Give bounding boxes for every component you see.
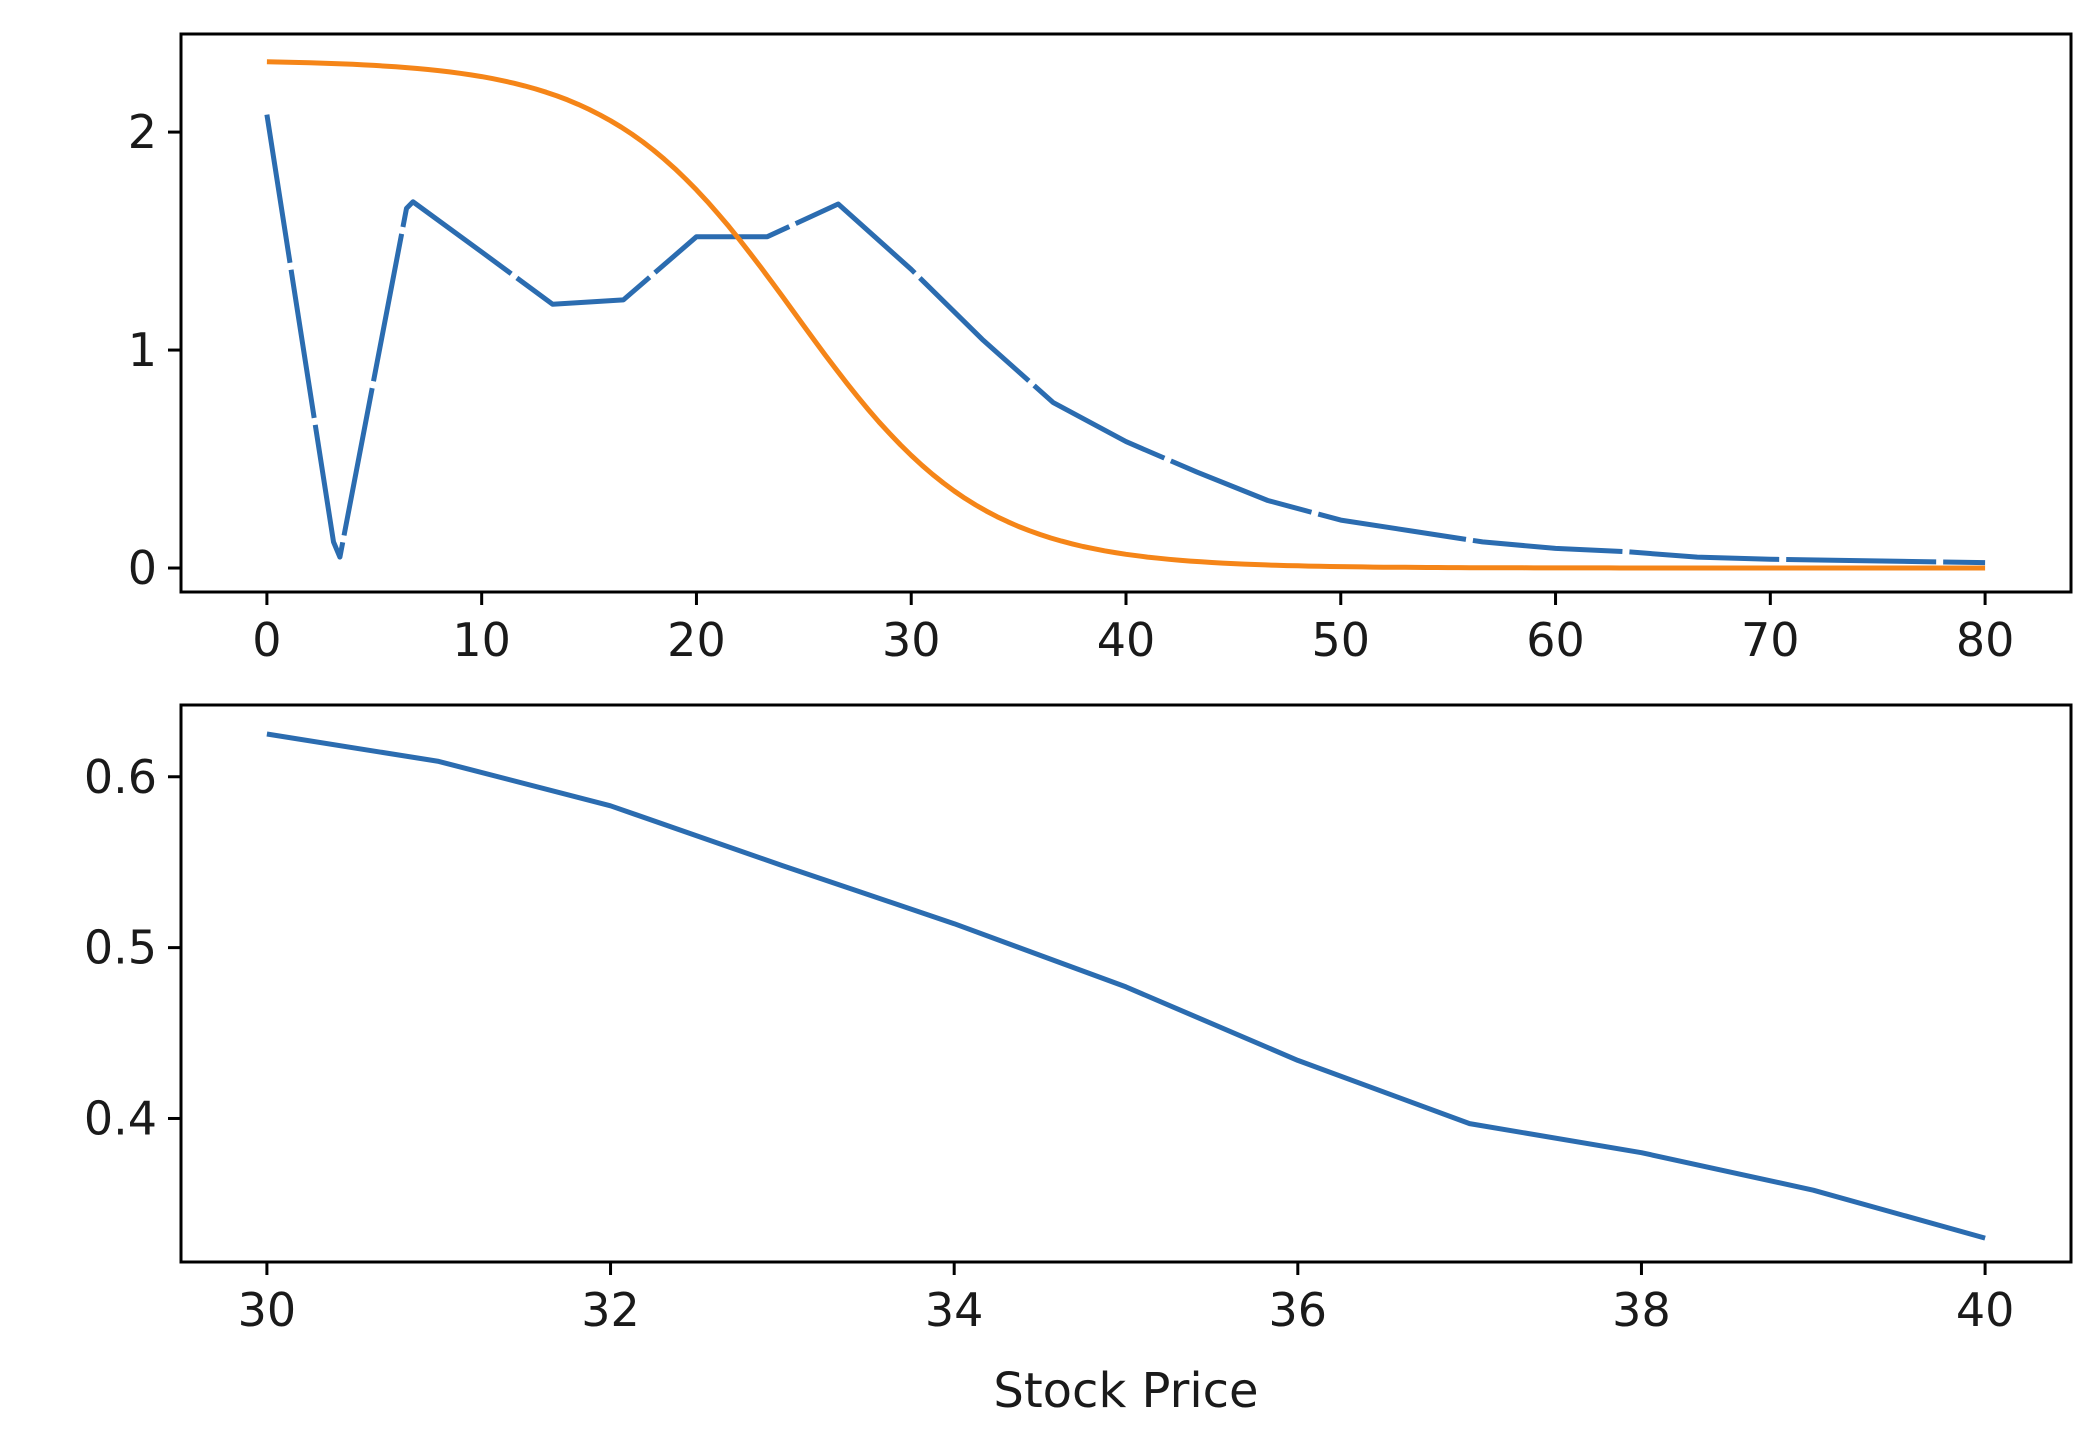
x-tick-label: 38 (1612, 1283, 1671, 1337)
y-tick-label: 0 (128, 541, 157, 595)
x-tick-label: 70 (1741, 613, 1800, 667)
y-tick-label: 2 (128, 105, 157, 159)
x-tick-label: 40 (1097, 613, 1156, 667)
x-tick-label: 0 (252, 613, 281, 667)
x-tick-label: 40 (1956, 1283, 2015, 1337)
x-tick-label: 32 (581, 1283, 640, 1337)
y-tick-label: 1 (128, 323, 157, 377)
x-tick-label: 20 (667, 613, 726, 667)
y-tick-label: 0.5 (84, 921, 157, 975)
x-tick-label: 30 (238, 1283, 297, 1337)
y-tick-label: 0.4 (84, 1091, 157, 1145)
x-tick-label: 80 (1956, 613, 2015, 667)
x-tick-label: 50 (1311, 613, 1370, 667)
x-axis-label: Stock Price (993, 1363, 1258, 1419)
x-tick-label: 34 (925, 1283, 984, 1337)
x-tick-label: 36 (1269, 1283, 1328, 1337)
x-tick-label: 10 (452, 613, 511, 667)
x-tick-label: 30 (882, 613, 941, 667)
x-tick-label: 60 (1526, 613, 1585, 667)
y-tick-label: 0.6 (84, 750, 157, 804)
